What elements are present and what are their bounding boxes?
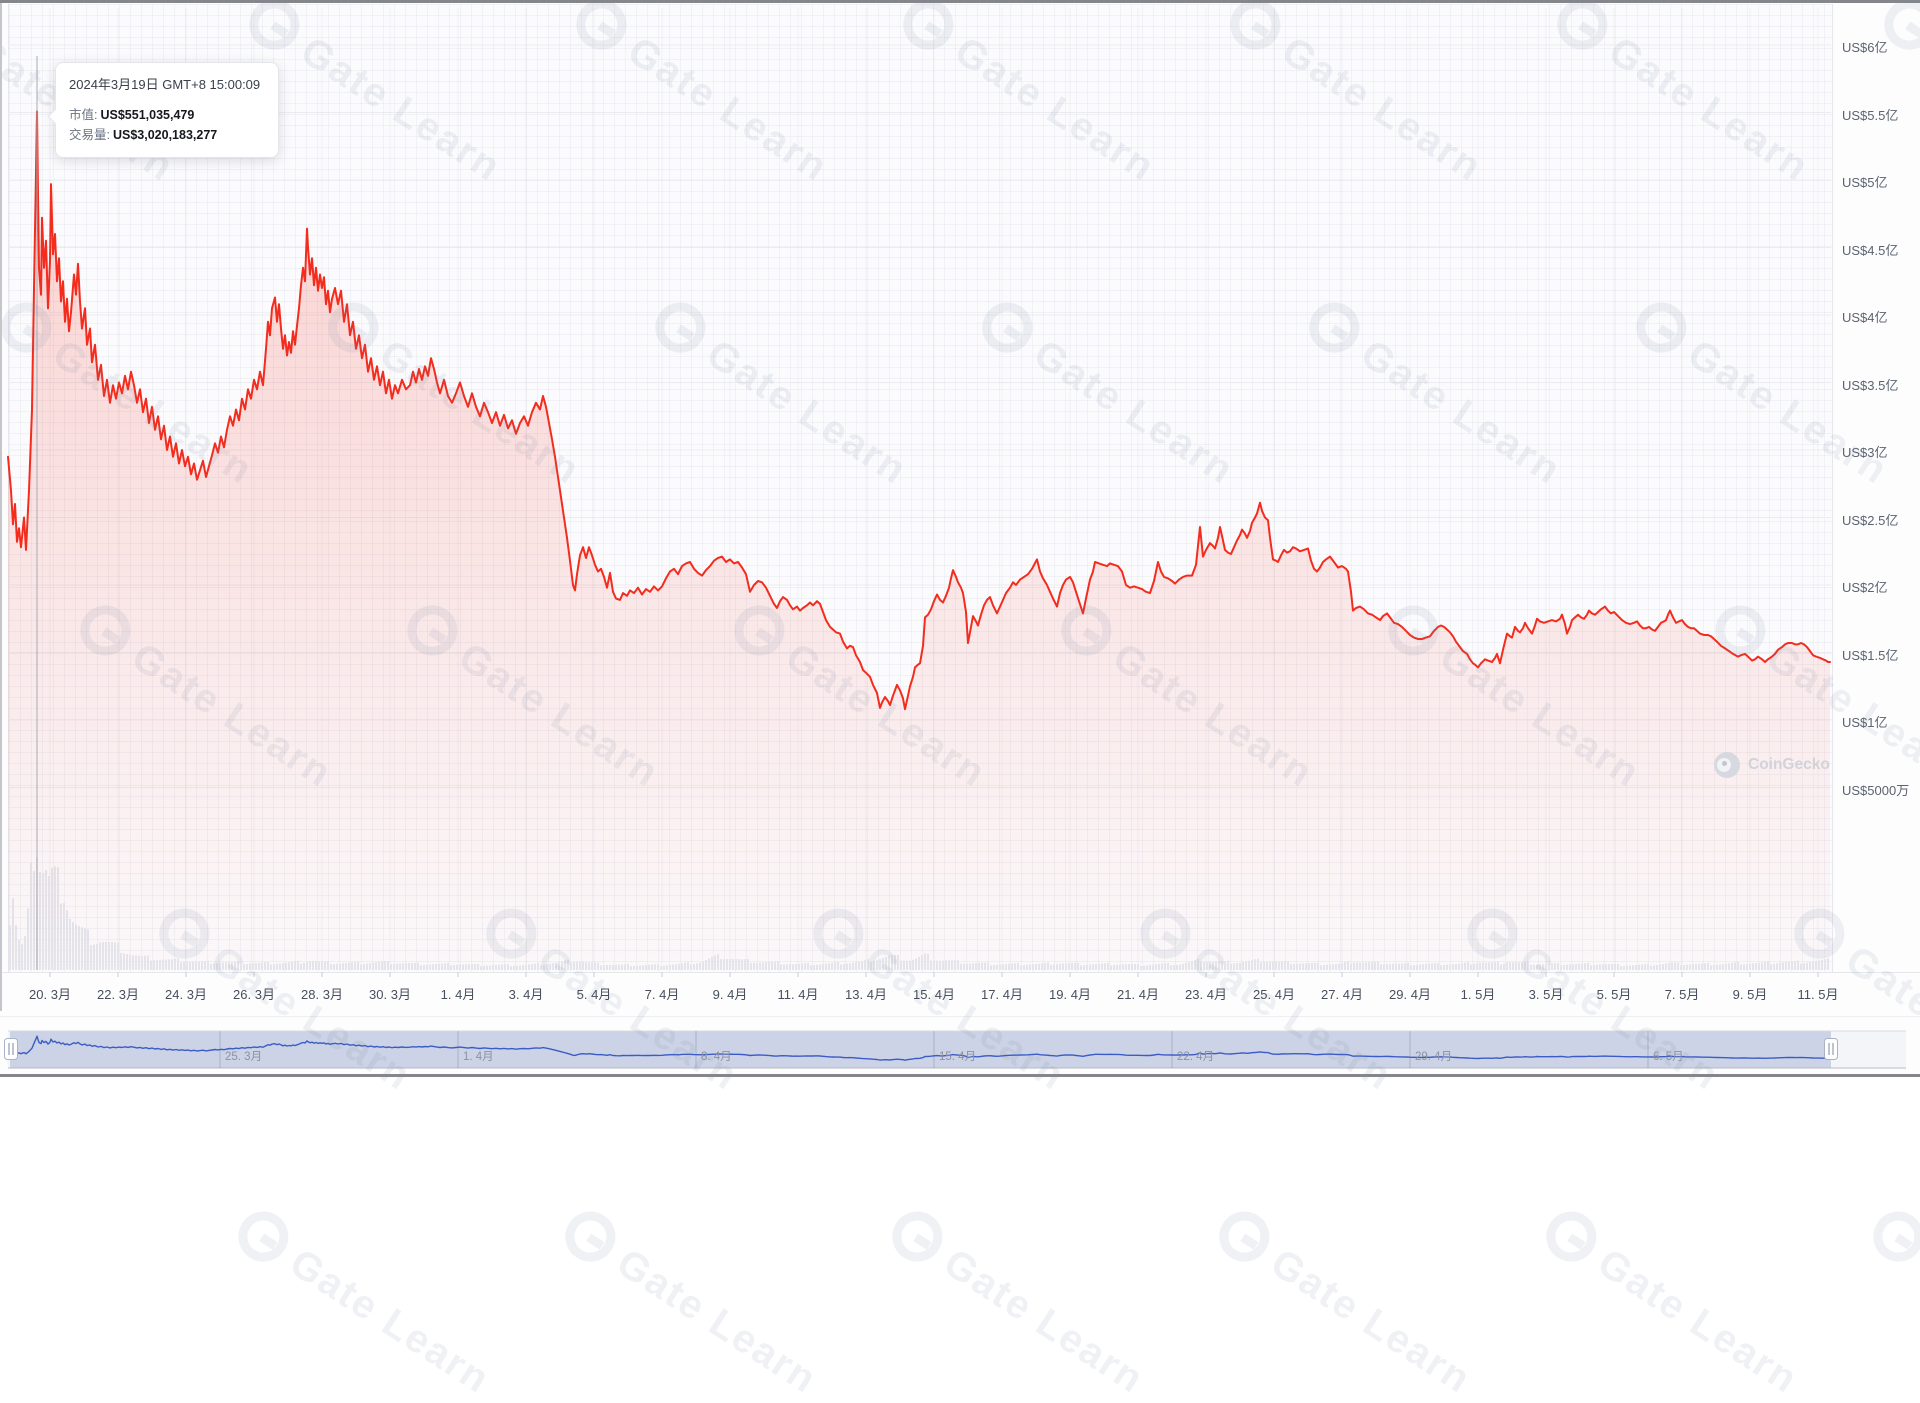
x-axis-label: 9. 5月 xyxy=(1732,987,1768,1002)
x-axis-line xyxy=(0,972,1920,973)
volume-label: 交易量: xyxy=(69,128,110,142)
x-axis-label: 17. 4月 xyxy=(981,987,1023,1002)
coingecko-gecko-icon xyxy=(1714,752,1740,778)
gate-logo-icon xyxy=(228,1202,298,1272)
x-axis-label: 28. 3月 xyxy=(301,987,343,1002)
gate-logo-icon xyxy=(882,1202,952,1272)
gate-logo-icon xyxy=(1536,1202,1606,1272)
window-top-edge xyxy=(0,0,1920,3)
y-axis-label: US$5亿 xyxy=(1842,175,1888,190)
y-axis-label: US$2亿 xyxy=(1842,580,1888,595)
gate-learn-watermark: Gate Learn xyxy=(555,1202,828,1403)
gate-learn-watermark: Gate Learn xyxy=(228,1202,501,1403)
x-axis-label: 29. 4月 xyxy=(1389,987,1431,1002)
x-axis-label: 20. 3月 xyxy=(29,987,71,1002)
x-axis-label: 23. 4月 xyxy=(1185,987,1227,1002)
x-axis-label: 24. 3月 xyxy=(165,987,207,1002)
navigator-axis-label: 22. 4月 xyxy=(1177,1051,1215,1063)
x-axis-label: 13. 4月 xyxy=(845,987,887,1002)
x-axis-label: 7. 5月 xyxy=(1664,987,1700,1002)
gate-logo-icon xyxy=(555,1202,625,1272)
y-axis-label: US$4亿 xyxy=(1842,310,1888,325)
x-axis-label: 7. 4月 xyxy=(644,987,680,1002)
x-axis-label: 9. 4月 xyxy=(712,987,748,1002)
navigator-selected-range[interactable] xyxy=(10,1031,1831,1068)
x-axis-label: 1. 5月 xyxy=(1460,987,1496,1002)
y-axis-label: US$1亿 xyxy=(1842,715,1888,730)
x-axis-label: 27. 4月 xyxy=(1321,987,1363,1002)
market-cap-line xyxy=(7,110,1831,970)
volume-value: US$3,020,183,277 xyxy=(112,128,218,142)
coingecko-watermark: CoinGecko xyxy=(1714,752,1830,778)
navigator-axis-label: 1. 4月 xyxy=(463,1051,494,1063)
navigator[interactable] xyxy=(4,1030,1907,1069)
x-axis-label: 25. 4月 xyxy=(1253,987,1295,1002)
x-axis-label: 11. 5月 xyxy=(1797,987,1839,1002)
gate-logo-icon xyxy=(1209,1202,1279,1272)
x-axis-label: 3. 5月 xyxy=(1528,987,1564,1002)
navigator-separator xyxy=(0,1016,1920,1017)
y-axis-label: US$6亿 xyxy=(1842,40,1888,55)
navigator-axis-label: 8. 4月 xyxy=(701,1051,732,1063)
y-axis-label: US$3.5亿 xyxy=(1842,377,1899,393)
tooltip-market-cap-row: 市值: US$551,035,479 xyxy=(69,105,265,125)
market-cap-chart[interactable] xyxy=(0,0,1920,1079)
x-axis-label: 1. 4月 xyxy=(440,987,476,1002)
coingecko-label: CoinGecko xyxy=(1748,756,1830,773)
gate-logo-icon xyxy=(1863,1202,1920,1272)
y-axis-label: US$1.5亿 xyxy=(1842,647,1899,663)
y-axis-label: US$5.5亿 xyxy=(1842,107,1899,123)
navigator-axis-label: 29. 4月 xyxy=(1415,1051,1453,1063)
y-axis-label: US$2.5亿 xyxy=(1842,512,1899,528)
gate-learn-watermark: Gate Learn xyxy=(1536,1202,1809,1403)
x-axis-label: 22. 3月 xyxy=(97,987,139,1002)
navigator-axis-label: 15. 4月 xyxy=(939,1051,977,1063)
y-axis-label: US$4.5亿 xyxy=(1842,242,1899,258)
tooltip-date: 2024年3月19日 GMT+8 15:00:09 xyxy=(69,77,261,92)
gate-learn-watermark: Gate Learn xyxy=(1863,1202,1920,1403)
watermark-text: Gate Learn xyxy=(282,1240,499,1403)
market-cap-value: US$551,035,479 xyxy=(100,108,195,122)
y-axis-label: US$5000万 xyxy=(1842,782,1910,798)
y-axis-label: US$3亿 xyxy=(1842,445,1888,460)
x-axis-label: 15. 4月 xyxy=(913,987,955,1002)
navigator-handle[interactable] xyxy=(4,1038,18,1060)
x-axis-label: 26. 3月 xyxy=(233,987,275,1002)
gate-learn-watermark: Gate Learn xyxy=(882,1202,1155,1403)
navigator-handle[interactable] xyxy=(1824,1038,1838,1060)
x-axis-label: 21. 4月 xyxy=(1117,987,1159,1002)
x-axis-label: 30. 3月 xyxy=(369,987,411,1002)
x-axis-label: 5. 5月 xyxy=(1596,987,1632,1002)
navigator-axis-label: 25. 3月 xyxy=(225,1051,263,1063)
window-bottom-edge xyxy=(0,1074,1920,1077)
watermark-text: Gate Learn xyxy=(936,1240,1153,1403)
watermark-text: Gate Learn xyxy=(1590,1240,1807,1403)
x-axis-label: 5. 4月 xyxy=(576,987,612,1002)
x-axis-label: 3. 4月 xyxy=(508,987,544,1002)
x-axis-label: 11. 4月 xyxy=(777,987,819,1002)
market-cap-label: 市值: xyxy=(69,108,98,122)
tooltip-volume-row: 交易量: US$3,020,183,277 xyxy=(69,125,265,145)
navigator-axis-label: 6. 5月 xyxy=(1653,1051,1684,1063)
x-axis-label: 19. 4月 xyxy=(1049,987,1091,1002)
tooltip: 2024年3月19日 GMT+8 15:00:09 市值: US$551,035,… xyxy=(47,62,279,158)
watermark-text: Gate Learn xyxy=(609,1240,826,1403)
watermark-text: Gate Learn xyxy=(1263,1240,1480,1403)
gate-learn-watermark: Gate Learn xyxy=(1209,1202,1482,1403)
window-left-edge xyxy=(0,3,2,1011)
